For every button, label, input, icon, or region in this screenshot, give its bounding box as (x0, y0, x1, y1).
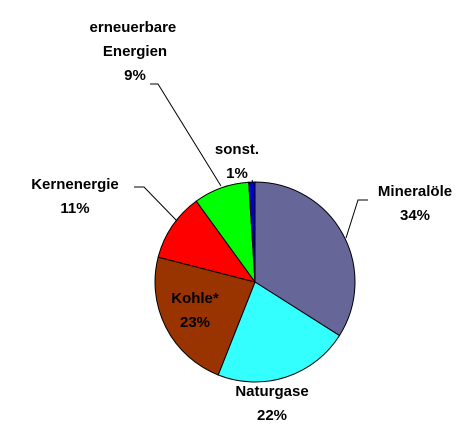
value-label: 22% (257, 407, 287, 424)
value-label: 11% (60, 200, 89, 217)
labels: Mineralöle 34% Naturgase 22% Kohle* 23% Kernen… (31, 19, 452, 424)
pie-slice (248, 181, 256, 283)
leader-line (345, 199, 368, 239)
category-label: Mineralöle (378, 183, 452, 200)
leader-line (150, 83, 222, 187)
pie (154, 181, 356, 383)
value-label: 1% (226, 165, 248, 182)
value-label: 23% (180, 314, 210, 331)
pie-slice (157, 200, 257, 283)
value-label: 34% (400, 207, 430, 224)
category-label: Kohle* (171, 290, 219, 307)
category-label: Naturgase (235, 383, 308, 400)
pie-slice (217, 281, 341, 383)
leader-line (134, 186, 178, 222)
category-label: erneuerbare Energien (90, 19, 181, 60)
category-label: sonst. (215, 141, 259, 158)
pie-slice (254, 181, 356, 337)
category-label: Kernenergie (31, 176, 119, 193)
value-label: 9% (124, 67, 146, 84)
leader-line (251, 179, 254, 184)
pie-slice (154, 256, 256, 376)
